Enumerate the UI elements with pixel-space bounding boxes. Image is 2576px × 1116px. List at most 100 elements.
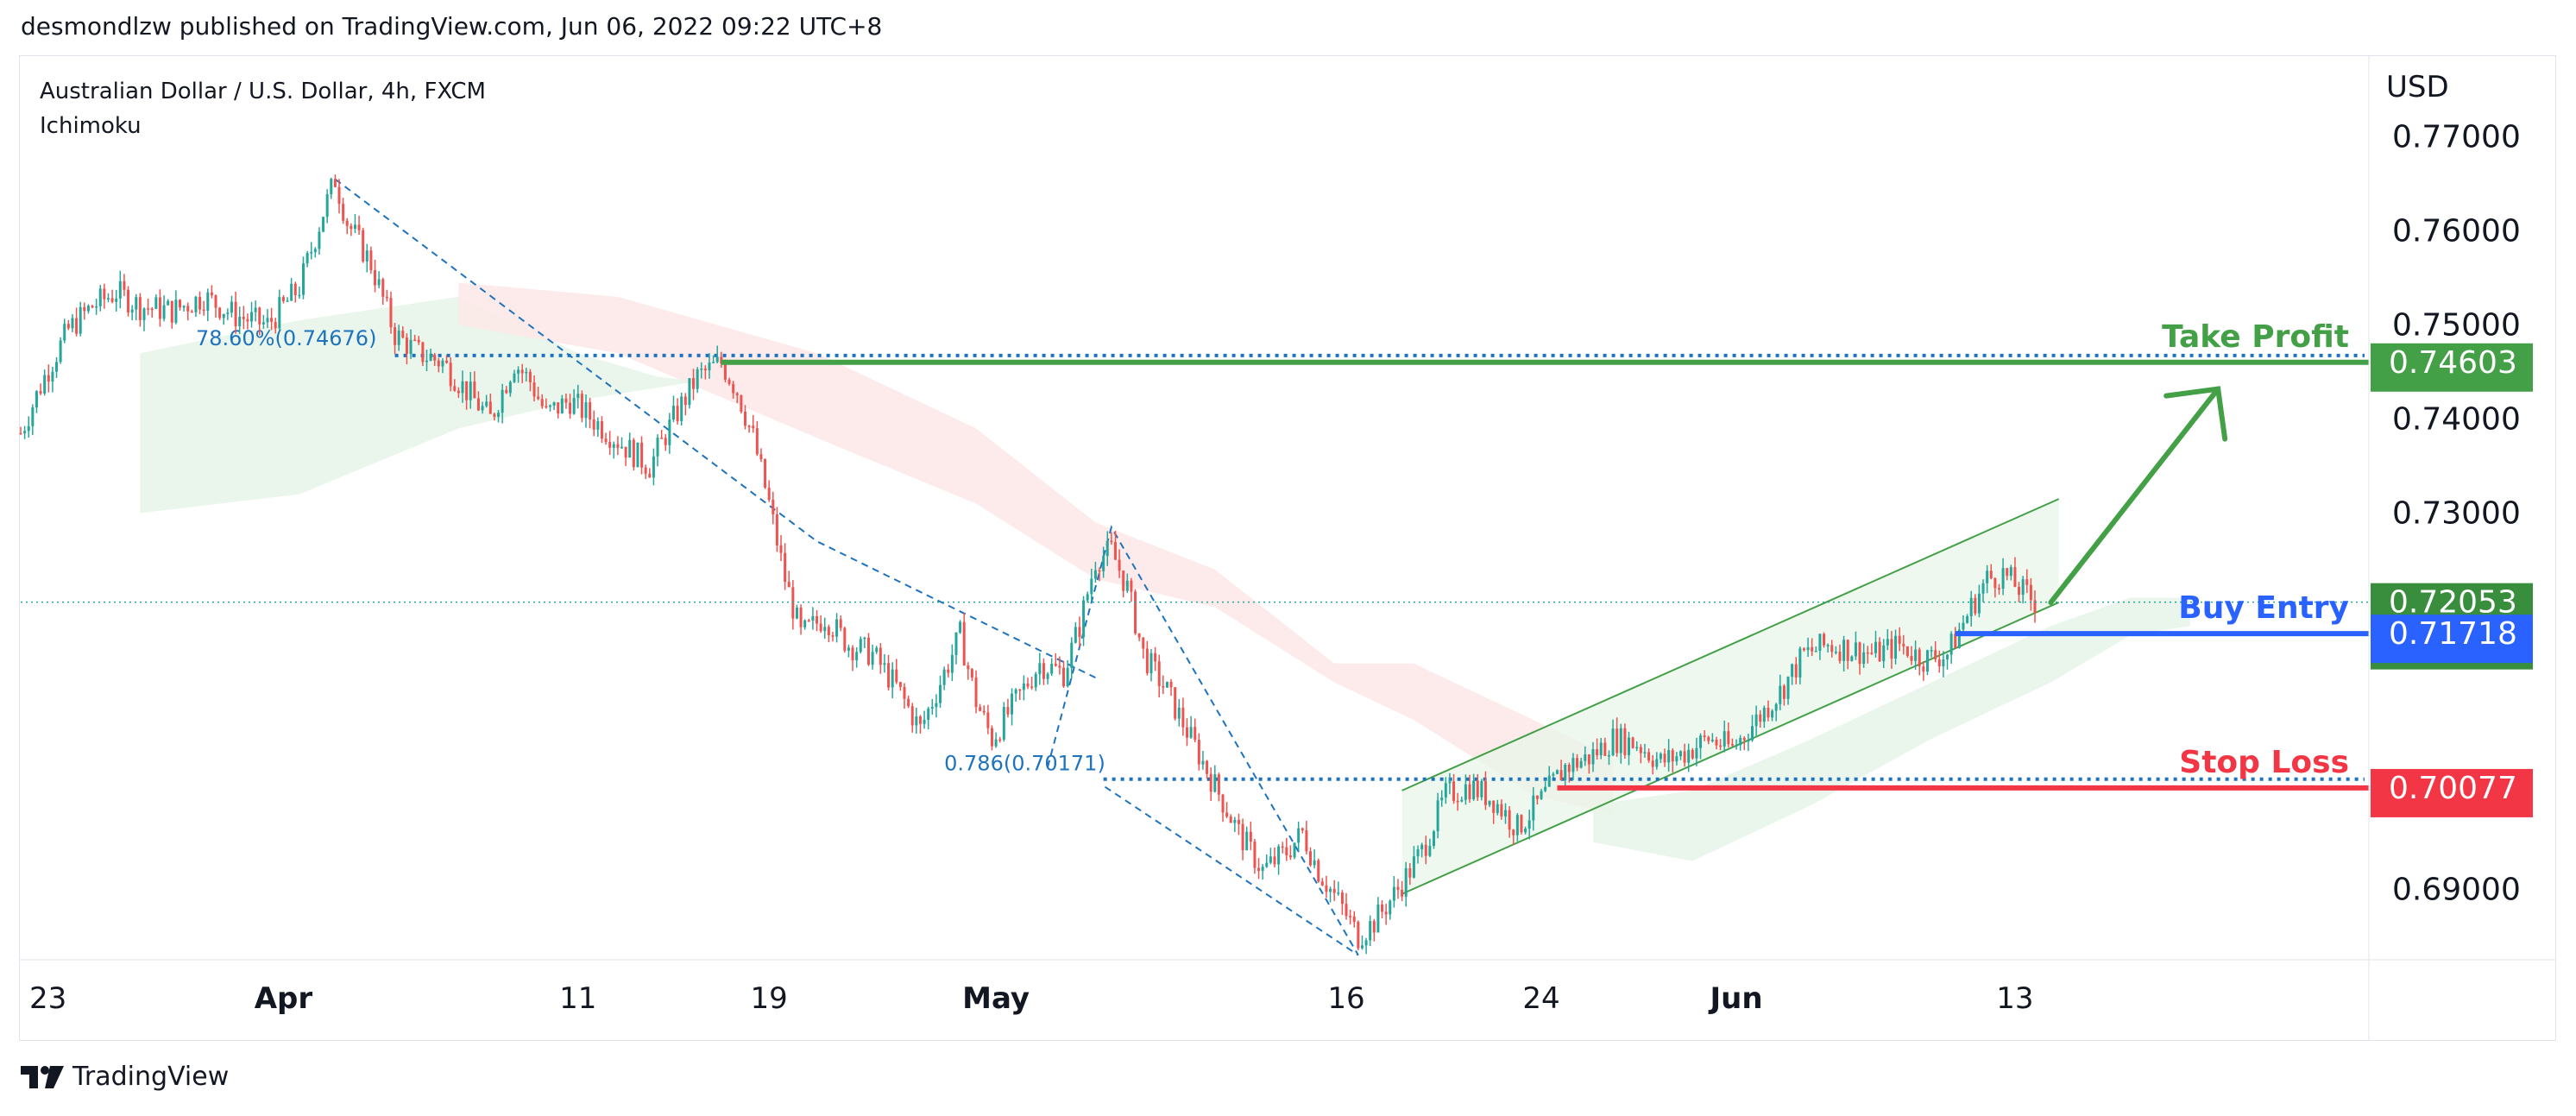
candle-body xyxy=(1838,652,1842,661)
candle-body xyxy=(234,301,237,327)
candle-body xyxy=(747,426,751,427)
candle-body xyxy=(959,621,962,633)
candle-body xyxy=(1779,685,1782,704)
candle-body xyxy=(855,652,859,661)
take-profit-label: Take Profit xyxy=(2162,319,2349,355)
publisher-line: desmondlzw published on TradingView.com,… xyxy=(21,12,883,41)
candle-body xyxy=(206,292,210,311)
candle-body xyxy=(680,396,683,421)
candle-body xyxy=(1659,753,1662,760)
candle-body xyxy=(1189,727,1193,738)
candle-body xyxy=(1544,786,1547,791)
candle-body xyxy=(1798,648,1802,678)
channel-upper-line[interactable] xyxy=(1401,498,2060,791)
candle-body xyxy=(935,703,938,708)
candle-body xyxy=(513,373,516,382)
candle-body xyxy=(616,444,620,448)
candle-body xyxy=(772,500,775,514)
candle-body xyxy=(1854,642,1857,657)
candle-body xyxy=(425,360,428,363)
candle-body xyxy=(532,382,536,397)
candle-body xyxy=(939,684,942,703)
time-tick-label: May xyxy=(962,981,1030,1016)
candle-body xyxy=(98,288,102,306)
candle-body xyxy=(1735,745,1738,747)
candle-body xyxy=(1070,642,1074,668)
projection-arrow[interactable] xyxy=(2048,386,2228,605)
candle-body xyxy=(1934,650,1937,659)
candle-body xyxy=(1149,653,1153,673)
candle-body xyxy=(572,398,576,414)
candle-body xyxy=(1261,867,1264,871)
tradingview-logo-icon[interactable] xyxy=(21,1065,64,1088)
stop-loss-badge xyxy=(2371,768,2533,817)
candle-body xyxy=(1308,851,1312,866)
candle-body xyxy=(1269,856,1272,863)
candle-body xyxy=(851,647,854,661)
candle-body xyxy=(1504,810,1508,817)
stop-loss-label: Stop Loss xyxy=(2179,745,2349,780)
candle-body xyxy=(1401,889,1404,897)
candle-body xyxy=(1357,921,1360,949)
trade-levels[interactable]: Take Profit Buy Entry Stop Loss xyxy=(21,319,2369,791)
candle-body xyxy=(696,369,699,389)
candle-body xyxy=(1719,745,1723,747)
arrow-shaft[interactable] xyxy=(2048,386,2221,605)
candle-body xyxy=(1122,571,1125,591)
candle-body xyxy=(2021,579,2025,596)
candle-body xyxy=(457,390,460,394)
candle-body xyxy=(71,318,74,329)
price-tick-label: 0.75000 xyxy=(2392,308,2521,344)
candle-body xyxy=(1464,784,1467,800)
candle-body xyxy=(501,389,504,413)
candle-body xyxy=(1118,559,1121,571)
candle-body xyxy=(449,363,452,387)
fib-level-label-786: 0.786(0.70171) xyxy=(944,752,1105,776)
price-axis[interactable]: 0.77000 0.76000 0.75000 0.74000 0.73000 0.690… xyxy=(2368,55,2533,1041)
candle-body xyxy=(1547,775,1551,787)
candle-body xyxy=(115,298,118,302)
candle-body xyxy=(1579,760,1583,768)
candle-body xyxy=(664,438,667,445)
time-tick-label: Jun xyxy=(1709,981,1763,1016)
time-axis[interactable]: 23 Apr 11 19 May 16 24 Jun 13 xyxy=(19,959,2556,1016)
candle-body xyxy=(787,582,790,588)
candle-body xyxy=(83,306,86,312)
candle-body xyxy=(1066,667,1069,687)
ascending-channel[interactable] xyxy=(1401,498,2060,895)
candle-body xyxy=(1564,764,1567,781)
fibonacci-drawings[interactable]: 78.60%(0.74676) 0.786(0.70171) xyxy=(196,178,2365,956)
candle-body xyxy=(226,312,230,314)
candle-body xyxy=(759,454,763,460)
candle-body xyxy=(1237,819,1240,824)
candle-body xyxy=(270,318,274,322)
price-tick-label: 0.76000 xyxy=(2392,214,2521,249)
fib-leg-harmonic[interactable] xyxy=(1047,525,1359,956)
candle-body xyxy=(898,682,902,687)
candle-body xyxy=(1894,635,1898,659)
candle-body xyxy=(150,308,154,311)
candle-body xyxy=(1022,683,1025,690)
channel-lower-line[interactable] xyxy=(1401,602,2060,895)
candle-body xyxy=(1134,591,1137,634)
candle-body xyxy=(1169,682,1173,688)
candle-body xyxy=(1997,588,2000,590)
candle-body xyxy=(130,309,134,313)
footer-brand[interactable]: TradingView xyxy=(72,1062,230,1092)
candle-body xyxy=(656,438,659,457)
candle-body xyxy=(1866,652,1869,654)
candle-body xyxy=(1925,650,1929,672)
candle-body xyxy=(333,179,337,187)
candle-body xyxy=(123,281,126,290)
candle-body xyxy=(592,419,595,430)
candle-body xyxy=(1440,798,1444,801)
candle-body xyxy=(1392,886,1395,901)
candle-body xyxy=(2025,579,2029,585)
candle-body xyxy=(1774,703,1778,711)
candle-body xyxy=(1221,794,1225,813)
candle-body xyxy=(421,342,425,363)
candle-body xyxy=(1710,740,1714,741)
candle-body xyxy=(437,360,440,367)
candle-body xyxy=(620,446,624,449)
